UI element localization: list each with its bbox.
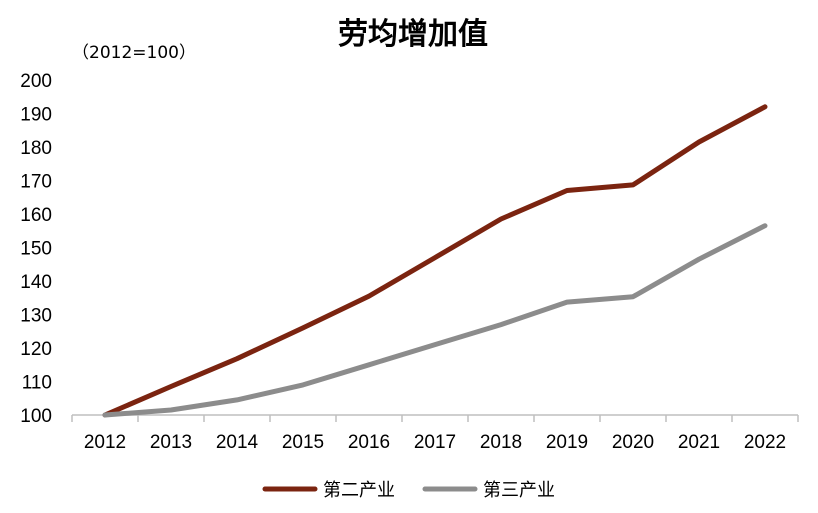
x-tick-label: 2019 <box>546 432 588 453</box>
axes: 2012 2013 2014 2015 2016 2017 2018 2019 2020 2021… <box>20 71 799 453</box>
x-tick-label: 2015 <box>282 432 324 453</box>
x-tick-label: 2018 <box>480 432 522 453</box>
legend: 第二产业 第三产业 <box>262 480 555 501</box>
legend-label-2: 第三产业 <box>483 480 555 501</box>
y-tick-label: 180 <box>20 138 52 159</box>
x-tick-label: 2016 <box>348 432 390 453</box>
y-tick-label: 190 <box>20 105 52 126</box>
y-tick-label: 130 <box>20 306 52 327</box>
y-tick-label: 120 <box>20 339 52 360</box>
x-tick-label: 2013 <box>150 432 192 453</box>
x-tick-label: 2017 <box>414 432 456 453</box>
legend-label-1: 第二产业 <box>323 480 395 501</box>
y-tick-label: 150 <box>20 239 52 260</box>
series-line-1 <box>102 104 768 418</box>
x-tick-label: 2014 <box>216 432 259 453</box>
y-tick-label: 200 <box>20 71 52 92</box>
series-layer <box>102 104 768 418</box>
y-tick-label: 100 <box>20 406 52 427</box>
y-tick-label: 110 <box>22 373 52 394</box>
unit-label: （2012=100） <box>72 43 196 63</box>
chart-title: 劳均增加值 <box>338 17 488 52</box>
x-tick-label: 2022 <box>744 432 786 453</box>
y-tick-label: 170 <box>20 172 52 193</box>
y-tick-label: 140 <box>20 272 52 293</box>
y-tick-label: 160 <box>20 205 52 226</box>
x-tick-label: 2021 <box>678 432 720 453</box>
x-tick-label: 2012 <box>84 432 126 453</box>
x-tick-label: 2020 <box>612 432 654 453</box>
series-line-2 <box>102 223 768 418</box>
